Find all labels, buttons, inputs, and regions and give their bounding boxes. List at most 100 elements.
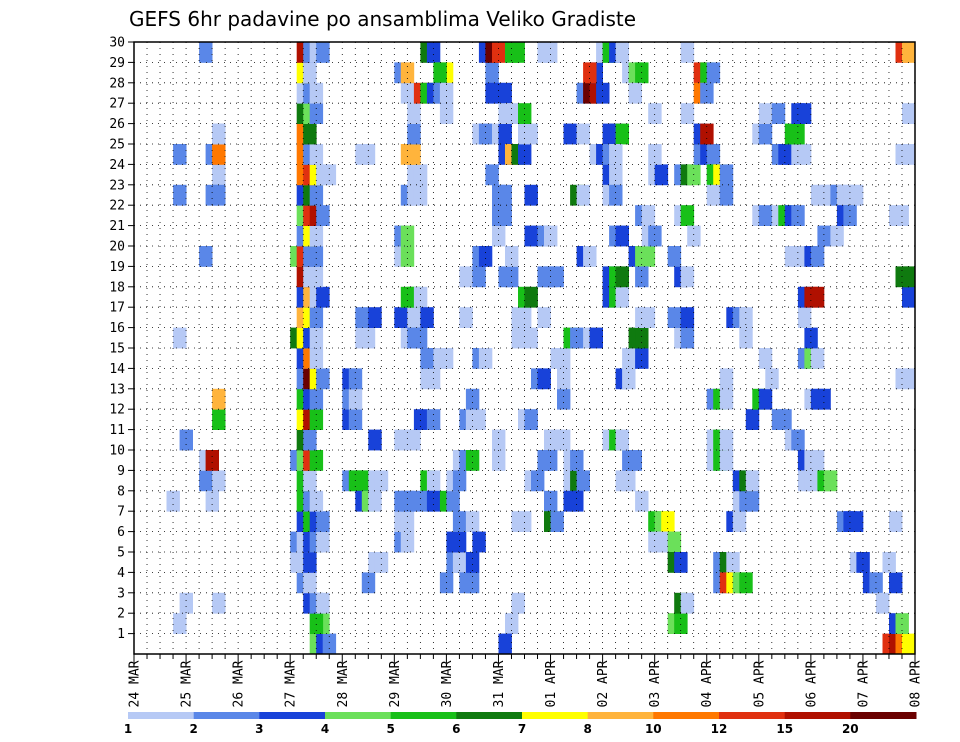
heatmap-cell	[394, 429, 408, 451]
heatmap-cell	[355, 307, 369, 328]
heatmap-cell	[505, 246, 519, 267]
heatmap-cell	[492, 42, 506, 63]
heatmap-cell	[875, 592, 890, 614]
heatmap-cell	[641, 246, 656, 267]
heatmap-cell	[778, 409, 792, 430]
heatmap-cell	[485, 82, 499, 104]
heatmap-cell	[557, 348, 571, 369]
heatmap-cell	[505, 103, 519, 124]
x-tick-label: 30 MAR	[440, 660, 455, 707]
heatmap-cell	[511, 42, 525, 63]
heatmap-cell	[498, 205, 512, 226]
heatmap-cell	[199, 246, 213, 267]
y-tick-label: 21	[109, 219, 125, 234]
heatmap-cell	[537, 307, 551, 328]
heatmap-cell	[589, 327, 603, 349]
heatmap-cell	[745, 409, 760, 430]
heatmap-cell	[199, 42, 213, 63]
x-tick-label: 26 MAR	[232, 660, 247, 707]
heatmap-cell	[478, 246, 493, 267]
heatmap-cell	[719, 368, 734, 390]
legend-swatch	[522, 712, 589, 719]
y-tick-label: 17	[109, 301, 125, 316]
heatmap-cell	[368, 490, 382, 512]
heatmap-cell	[524, 123, 538, 145]
heatmap-cell	[661, 511, 675, 532]
heatmap-cell	[465, 511, 480, 532]
heatmap-cell	[719, 450, 734, 471]
heatmap-cell	[700, 82, 714, 104]
heatmap-cell	[400, 225, 415, 247]
legend-level-label: 5	[387, 722, 395, 736]
x-axis: 24 MAR 25 MAR 26 MAR 27 MAR 28 MAR 29 MAR 30 M…	[128, 654, 924, 707]
heatmap-cell	[316, 511, 330, 532]
heatmap-cell	[303, 572, 317, 594]
heatmap-cell	[368, 307, 382, 328]
heatmap-cell	[309, 225, 324, 247]
heatmap-cell	[348, 388, 363, 410]
heatmap-cell	[173, 184, 187, 206]
heatmap-cell	[492, 225, 506, 247]
y-tick-label: 24	[109, 158, 125, 173]
heatmap-cell	[355, 144, 369, 165]
heatmap-cell	[706, 184, 721, 206]
heatmap-cell	[407, 327, 421, 349]
heatmap-cell	[518, 144, 532, 165]
heatmap-cell	[465, 388, 480, 410]
x-tick-label: 04 APR	[700, 660, 715, 707]
heatmap-cell	[439, 103, 454, 124]
heatmap-cell	[433, 62, 447, 84]
heatmap-cell	[615, 429, 629, 451]
heatmap-cell	[173, 613, 187, 634]
legend-level-label: 6	[452, 722, 460, 736]
legend-level-label: 7	[518, 722, 526, 736]
heatmap-cell	[309, 613, 324, 634]
heatmap-cell	[902, 42, 916, 63]
heatmap-cell	[615, 123, 629, 145]
legend-swatch	[193, 712, 260, 719]
heatmap-cell	[719, 164, 734, 186]
heatmap-cell	[355, 470, 369, 492]
legend-level-label: 10	[645, 722, 662, 736]
y-tick-label: 5	[117, 546, 125, 561]
legend-swatch	[653, 712, 720, 719]
x-tick-label: 27 MAR	[284, 660, 299, 707]
legend-swatch	[259, 712, 326, 719]
heatmap-cell	[212, 123, 226, 145]
heatmap-cell	[407, 123, 421, 145]
heatmap-cell	[303, 123, 317, 145]
heatmap-cell	[199, 470, 213, 492]
y-tick-label: 15	[109, 342, 125, 357]
x-tick-label: 24 MAR	[128, 660, 143, 707]
heatmap-cell	[465, 552, 480, 573]
x-tick-label: 06 APR	[804, 660, 819, 707]
heatmap-cell	[570, 327, 584, 349]
heatmap-cell	[680, 42, 695, 63]
heatmap-cell	[563, 123, 577, 145]
y-tick-label: 14	[109, 362, 125, 377]
heatmap-cell	[849, 511, 864, 532]
heatmap-cell	[413, 286, 428, 308]
heatmap-cell	[758, 103, 773, 124]
heatmap-cell	[400, 82, 415, 104]
heatmap-cell	[615, 225, 629, 247]
heatmap-cell	[758, 388, 773, 410]
heatmap-cell	[492, 450, 506, 471]
heatmap-cell	[758, 123, 773, 145]
heatmap-cell	[635, 327, 649, 349]
heatmap-cell	[498, 184, 512, 206]
heatmap-cell	[374, 552, 389, 573]
legend-swatch	[456, 712, 523, 719]
heatmap-cell	[550, 266, 564, 288]
heatmap-cell	[902, 286, 916, 308]
y-tick-label: 19	[109, 260, 125, 275]
heatmap-cell	[810, 286, 825, 308]
y-tick-label: 11	[109, 423, 125, 438]
heatmap-cell	[648, 225, 662, 247]
heatmap-cell	[576, 123, 590, 145]
heatmap-cell	[413, 409, 428, 430]
heatmap-cell	[706, 144, 721, 165]
x-tick-label: 07 APR	[856, 660, 871, 707]
heatmap-cell	[212, 144, 226, 165]
heatmap-cell	[680, 327, 695, 349]
